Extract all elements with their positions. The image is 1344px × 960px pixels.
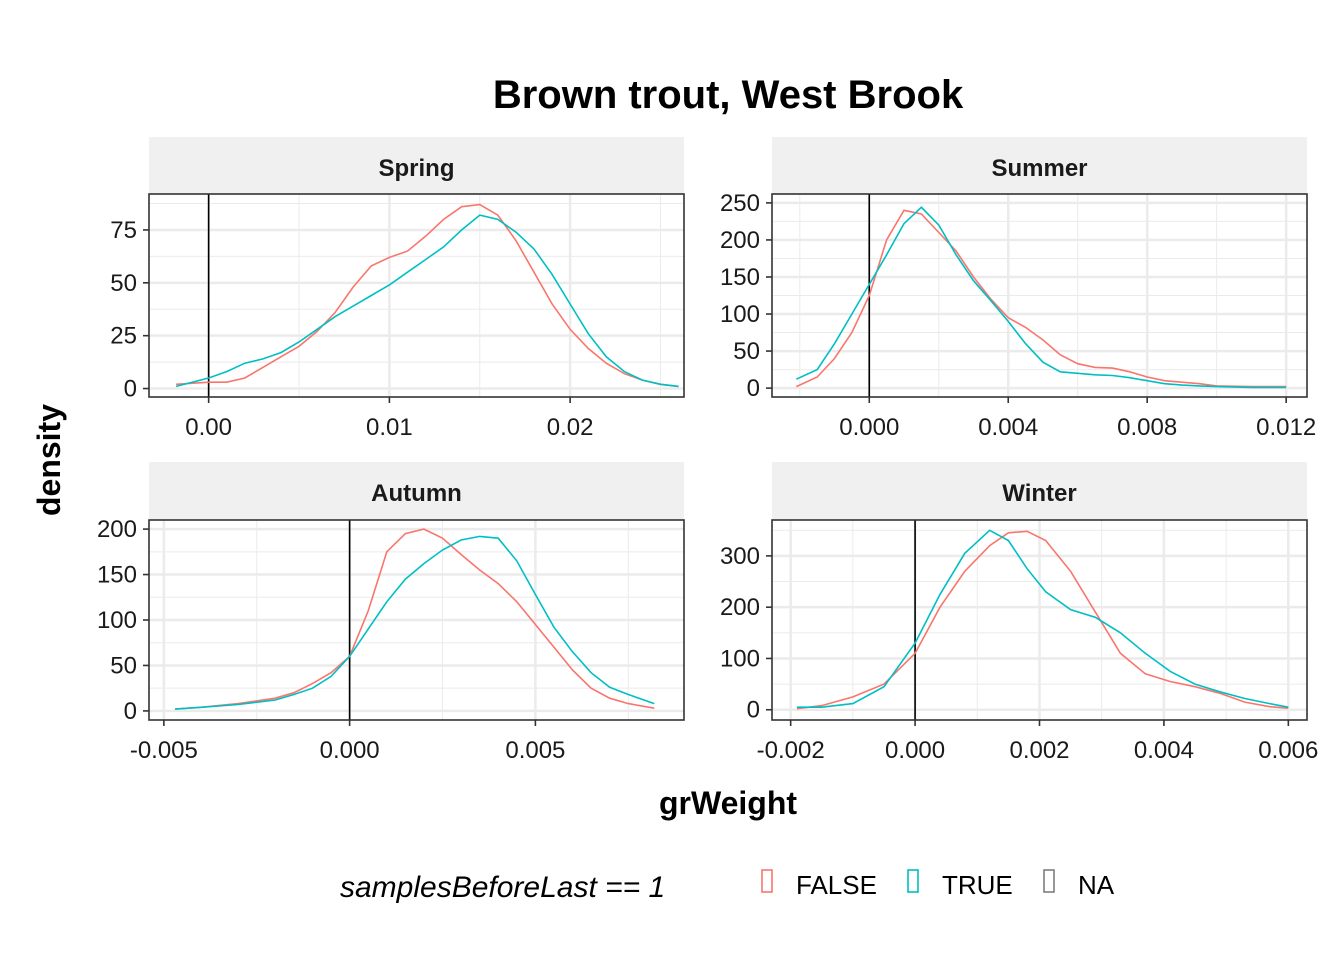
strip-label: Winter: [1002, 480, 1076, 507]
y-axis-title: density: [31, 404, 67, 516]
x-axis-title: grWeight: [659, 785, 797, 821]
strip-background: [149, 137, 684, 194]
gridlines: [772, 520, 1307, 720]
x-tick-label: 0.006: [1258, 737, 1318, 764]
y-tick-label: 0: [124, 698, 137, 725]
series-line-true: [795, 206, 1287, 389]
legend-key: [761, 869, 773, 893]
y-tick-label: 100: [720, 645, 760, 672]
legend-label: NA: [1078, 870, 1115, 900]
chart-title: Brown trout, West Brook: [493, 73, 964, 117]
strip-background: [772, 462, 1307, 520]
legend-title: samplesBeforeLast == 1: [340, 871, 665, 904]
y-tick-label: 200: [720, 594, 760, 621]
x-tick-label: 0.000: [320, 737, 380, 764]
y-tick-label: 200: [720, 227, 760, 254]
series-line-true: [796, 529, 1289, 708]
y-tick-label: 0: [747, 697, 760, 724]
y-tick-label: 150: [720, 264, 760, 291]
y-tick-label: 0: [747, 375, 760, 402]
x-tick-label: -0.005: [130, 737, 198, 764]
y-tick-label: 100: [720, 301, 760, 328]
y-tick-label: 50: [110, 652, 137, 679]
panel-winter: Winter -0.002 0.000 0.002 0.004 0.006 0 100 200 3…: [720, 462, 1318, 764]
legend-key: [1043, 869, 1055, 893]
legend-entry-false: FALSE: [761, 869, 877, 900]
series-line-false: [176, 203, 679, 388]
x-tick-label: 0.02: [547, 414, 594, 441]
facet-panels: Spring 0.00 0.01 0.02 0 25 50 75 Summer 0.000 0.00…: [97, 137, 1318, 764]
y-tick-label: 300: [720, 543, 760, 570]
y-tick-label: 50: [733, 338, 760, 365]
panel-border: [771, 193, 1308, 398]
x-tick-label: 0.004: [1134, 737, 1194, 764]
legend: samplesBeforeLast == 1 FALSE TRUE NA: [340, 869, 1115, 904]
strip-background: [149, 462, 684, 520]
legend-label: TRUE: [942, 870, 1013, 900]
y-tick-label: 250: [720, 190, 760, 217]
legend-entries: FALSE TRUE NA: [761, 869, 1115, 900]
x-tick-label: 0.000: [839, 414, 899, 441]
panel-border: [148, 193, 685, 398]
x-tick-label: 0.012: [1256, 414, 1316, 441]
gridlines: [149, 520, 684, 720]
x-tick-label: 0.00: [185, 414, 232, 441]
y-tick-label: 150: [97, 562, 137, 589]
y-tick-label: 0: [124, 376, 137, 403]
x-tick-label: 0.000: [885, 737, 945, 764]
panel-spring: Spring 0.00 0.01 0.02 0 25 50 75: [110, 137, 685, 441]
series-line-true: [174, 535, 655, 710]
strip-background: [772, 137, 1307, 194]
x-tick-label: 0.002: [1009, 737, 1069, 764]
panel-background: [149, 194, 684, 397]
legend-entry-true: TRUE: [907, 869, 1013, 900]
y-tick-label: 75: [110, 217, 137, 244]
series-line-false: [795, 209, 1287, 388]
y-tick-label: 100: [97, 607, 137, 634]
legend-key: [907, 869, 919, 893]
series-line-false: [796, 530, 1289, 710]
y-tick-label: 50: [110, 270, 137, 297]
x-tick-label: 0.005: [505, 737, 565, 764]
x-tick-label: 0.008: [1117, 414, 1177, 441]
panel-summer: Summer 0.000 0.004 0.008 0.012 0 50 100 150 200 25…: [720, 137, 1316, 441]
x-tick-label: -0.002: [757, 737, 825, 764]
series-line-true: [175, 214, 679, 388]
legend-label: FALSE: [796, 870, 877, 900]
series-line-false: [174, 528, 655, 710]
strip-label: Autumn: [371, 480, 462, 507]
panel-autumn: Autumn -0.005 0.000 0.005 0 50 100 150 200: [97, 462, 685, 764]
y-tick-label: 200: [97, 516, 137, 543]
y-tick-label: 25: [110, 323, 137, 350]
strip-label: Spring: [379, 155, 455, 182]
strip-label: Summer: [991, 155, 1087, 182]
x-tick-label: 0.004: [978, 414, 1038, 441]
legend-entry-na: NA: [1043, 869, 1115, 900]
x-tick-label: 0.01: [366, 414, 413, 441]
